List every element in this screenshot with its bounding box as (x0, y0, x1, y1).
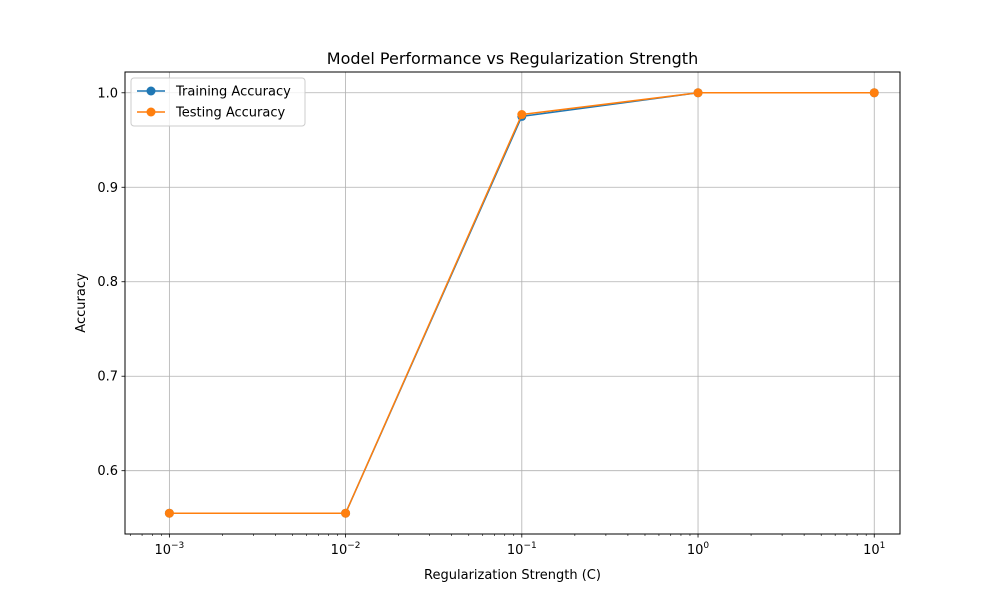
data-point-testing (693, 88, 703, 98)
data-point-testing (341, 508, 351, 518)
legend-marker-training (146, 86, 156, 96)
legend-label-training: Training Accuracy (175, 85, 291, 100)
data-point-testing (164, 508, 174, 518)
legend-marker-testing (146, 107, 156, 117)
series-lines (164, 88, 879, 518)
y-tick-label: 1.0 (97, 86, 118, 101)
x-tick-label-base: 10 (687, 543, 704, 558)
x-tick-label-exponent: 1 (880, 541, 886, 551)
x-tick-label: 10−2 (331, 541, 361, 558)
x-tick-label-base: 10 (507, 543, 524, 558)
x-tick-label-base: 10 (154, 543, 171, 558)
x-tick-label-exponent: −3 (171, 541, 184, 551)
x-tick-label: 10−1 (507, 541, 537, 558)
data-point-testing (517, 110, 527, 120)
plot-frame (124, 71, 901, 535)
legend-box (130, 77, 306, 127)
x-tick-label-base: 10 (331, 543, 348, 558)
y-tick-label: 0.7 (97, 370, 118, 385)
x-tick-label-exponent: −1 (523, 541, 536, 551)
y-axis-label: Accuracy (74, 273, 89, 333)
data-point-testing (869, 88, 879, 98)
x-tick-label: 101 (863, 541, 885, 558)
x-tick-label-exponent: 0 (703, 541, 709, 551)
y-tick-label: 0.9 (97, 181, 118, 196)
legend: Training Accuracy Testing Accuracy (130, 77, 306, 127)
x-tick-label-base: 10 (863, 543, 880, 558)
y-tick-label: 0.6 (97, 464, 118, 479)
x-tick-label-exponent: −2 (347, 541, 360, 551)
chart-title: Model Performance vs Regularization Stre… (327, 49, 698, 68)
x-tick-label: 100 (687, 541, 710, 558)
legend-label-testing: Testing Accuracy (175, 106, 285, 121)
x-tick-label: 10−3 (154, 541, 184, 558)
x-axis-label: Regularization Strength (C) (424, 568, 601, 583)
y-tick-label: 0.8 (97, 275, 118, 290)
